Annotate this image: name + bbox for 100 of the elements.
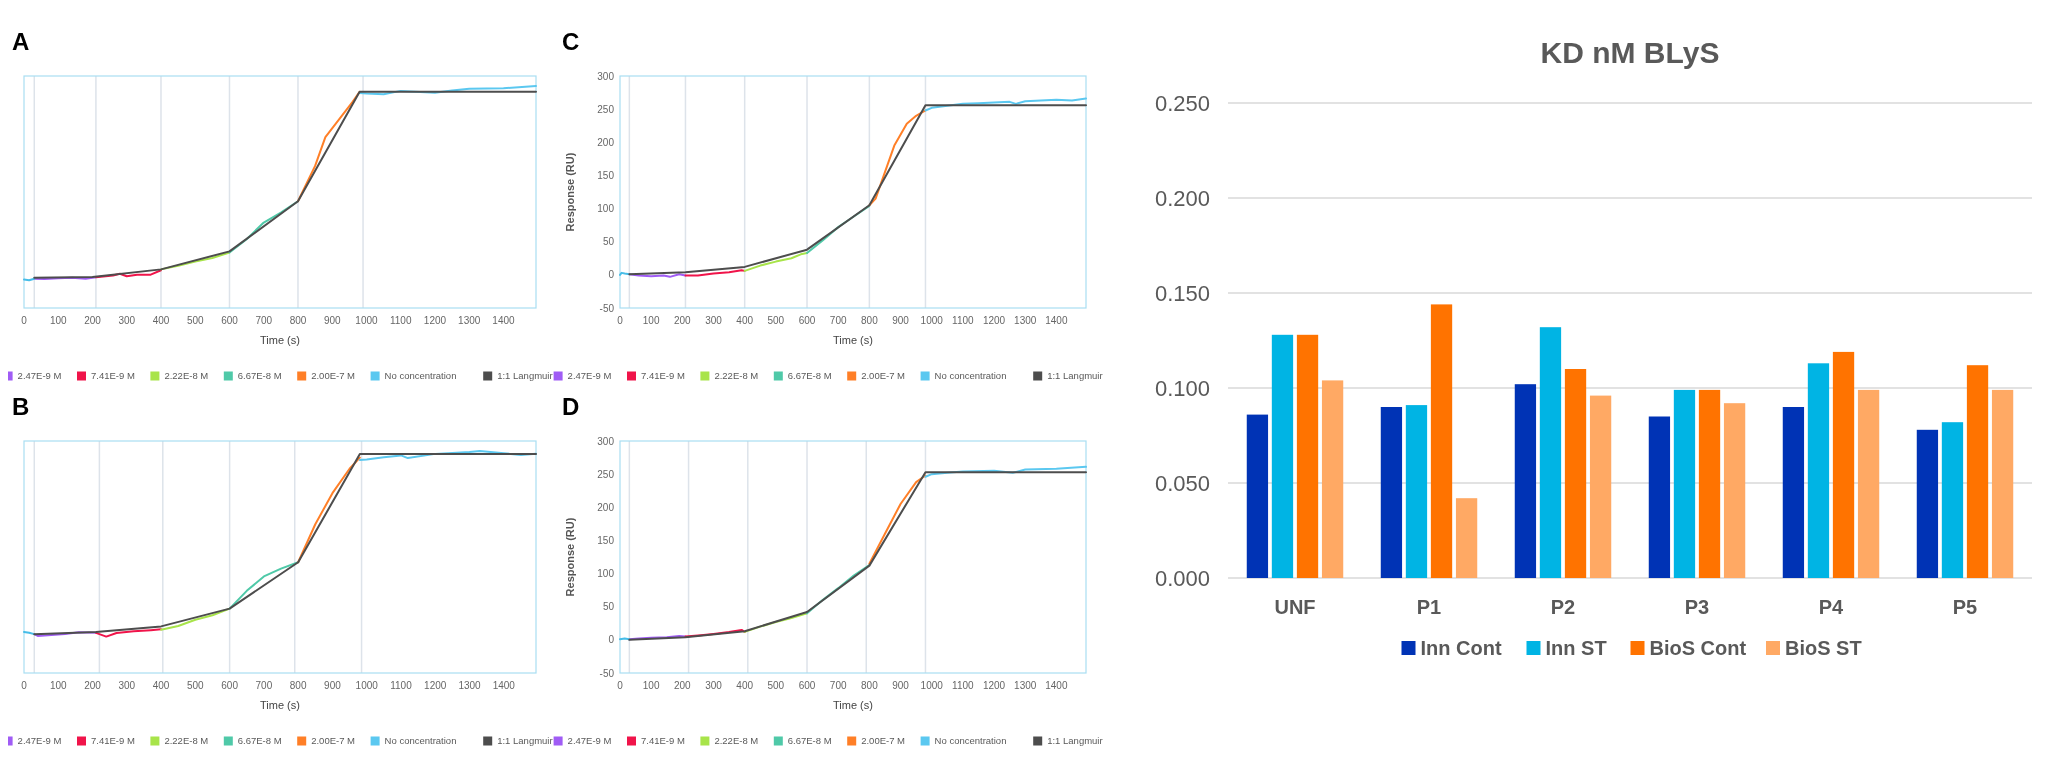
y-tick-label: 250 [597,103,615,115]
x-tick-label: 100 [49,315,68,326]
x-tick-label: 500 [767,680,785,691]
chart-title: B [12,393,30,420]
line-series [868,474,927,565]
x-tick-label: 400 [736,680,754,691]
legend-label: No concentration [934,370,1007,382]
y-tick-label: -50 [599,302,615,314]
bar [1991,389,2014,578]
x-tick-label: 300 [118,315,136,326]
bar [1321,380,1344,578]
x-tick-label: 200 [674,680,692,691]
y-tick-label: 50 [602,236,615,248]
bar [1514,384,1537,578]
line-series [806,563,871,615]
x-axis-title: Time (s) [260,699,300,711]
legend-label: 2.47E-9 M [17,735,62,747]
x-tick-label: 200 [84,680,102,691]
x-tick-label: 1300 [458,315,481,326]
legend-label: 2.47E-9 M [17,370,62,382]
x-tick-label: 800 [289,680,307,691]
x-tick-label: 700 [829,315,847,326]
x-tick-label: P1 [1416,596,1442,618]
x-tick-label: 400 [736,315,754,326]
bar [1782,407,1805,578]
legend-label: 6.67E-8 M [237,370,282,382]
x-tick-label: 1100 [389,315,412,326]
y-tick-label: 200 [597,136,615,148]
x-tick-label: 900 [324,680,342,691]
y-tick-label: -50 [599,667,615,679]
line-series [743,612,809,633]
x-tick-label: 400 [152,315,170,326]
x-tick-label: 600 [798,315,816,326]
bar [1246,414,1269,578]
y-axis-title: Response (RU) [564,517,576,597]
x-tick-label: 500 [187,680,205,691]
y-tick-label: 300 [597,70,615,82]
legend-label: 2.22E-8 M [164,735,209,747]
x-tick-label: 1400 [1045,680,1068,691]
y-tick-label: 150 [597,169,615,181]
x-tick-label: P2 [1550,596,1576,618]
line-series [743,251,809,272]
legend-label: 2.47E-9 M [567,370,612,382]
x-tick-label: 1400 [1045,315,1068,326]
x-tick-label: 1000 [920,315,944,326]
bar [1723,403,1746,578]
x-tick-label: 1300 [1014,315,1037,326]
legend-label: 1:1 Langmuir [1047,370,1103,382]
y-tick-label: 150 [597,534,615,546]
line-series [628,471,1087,641]
x-tick-label: 1200 [982,680,1006,691]
x-tick-label: 0 [617,680,624,691]
legend-label: 1:1 Langmuir [497,735,553,747]
chart-title: D [562,393,580,420]
legend-label: 6.67E-8 M [787,370,832,382]
legend-label: 2.00E-7 M [311,370,356,382]
x-tick-label: UNF [1274,596,1316,618]
legend-label: 2.47E-9 M [567,735,612,747]
x-tick-label: 200 [674,315,692,326]
x-tick-label: P5 [1952,596,1978,618]
bar [1455,498,1478,578]
y-tick-label: 0.150 [1154,280,1210,306]
legend-label: 2.00E-7 M [861,370,906,382]
bar [1941,422,1964,578]
legend-label: No concentration [384,735,457,747]
legend-label: 1:1 Langmuir [1047,735,1103,747]
x-tick-label: 500 [186,315,205,326]
legend-label: BioS ST [1785,637,1862,659]
y-tick-label: 100 [597,203,615,215]
x-tick-label: 1100 [952,315,975,326]
x-tick-label: 1200 [423,315,447,326]
legend-label: 2.00E-7 M [311,735,356,747]
y-tick-label: 250 [597,468,615,480]
bar [1380,407,1403,578]
x-tick-label: 600 [221,315,239,326]
line-series [628,104,1087,276]
legend-label: 2.22E-8 M [714,370,759,382]
legend-label: 7.41E-9 M [641,735,685,747]
bar [1539,327,1562,578]
x-tick-label: 700 [829,680,847,691]
x-tick-label: 800 [861,315,879,326]
legend-label: BioS Cont [1649,637,1747,659]
y-tick-label: 200 [597,501,615,513]
y-tick-label: 0.200 [1154,185,1210,211]
x-tick-label: 1200 [982,315,1006,326]
x-axis-title: Time (s) [833,334,873,346]
x-tick-label: 600 [221,680,239,691]
x-tick-label: 0 [21,315,28,326]
x-tick-label: 400 [152,680,170,691]
legend-label: 7.41E-9 M [641,370,685,382]
x-tick-label: 500 [767,315,785,326]
y-tick-label: 0 [608,634,615,646]
bar [1857,389,1880,578]
y-tick-label: 100 [597,568,615,580]
y-tick-label: 300 [597,435,615,447]
x-tick-label: 900 [892,680,910,691]
x-tick-label: 1300 [1014,680,1037,691]
y-tick-label: 0.000 [1154,565,1210,591]
x-tick-label: 1200 [424,680,447,691]
x-tick-label: 0 [21,680,28,691]
